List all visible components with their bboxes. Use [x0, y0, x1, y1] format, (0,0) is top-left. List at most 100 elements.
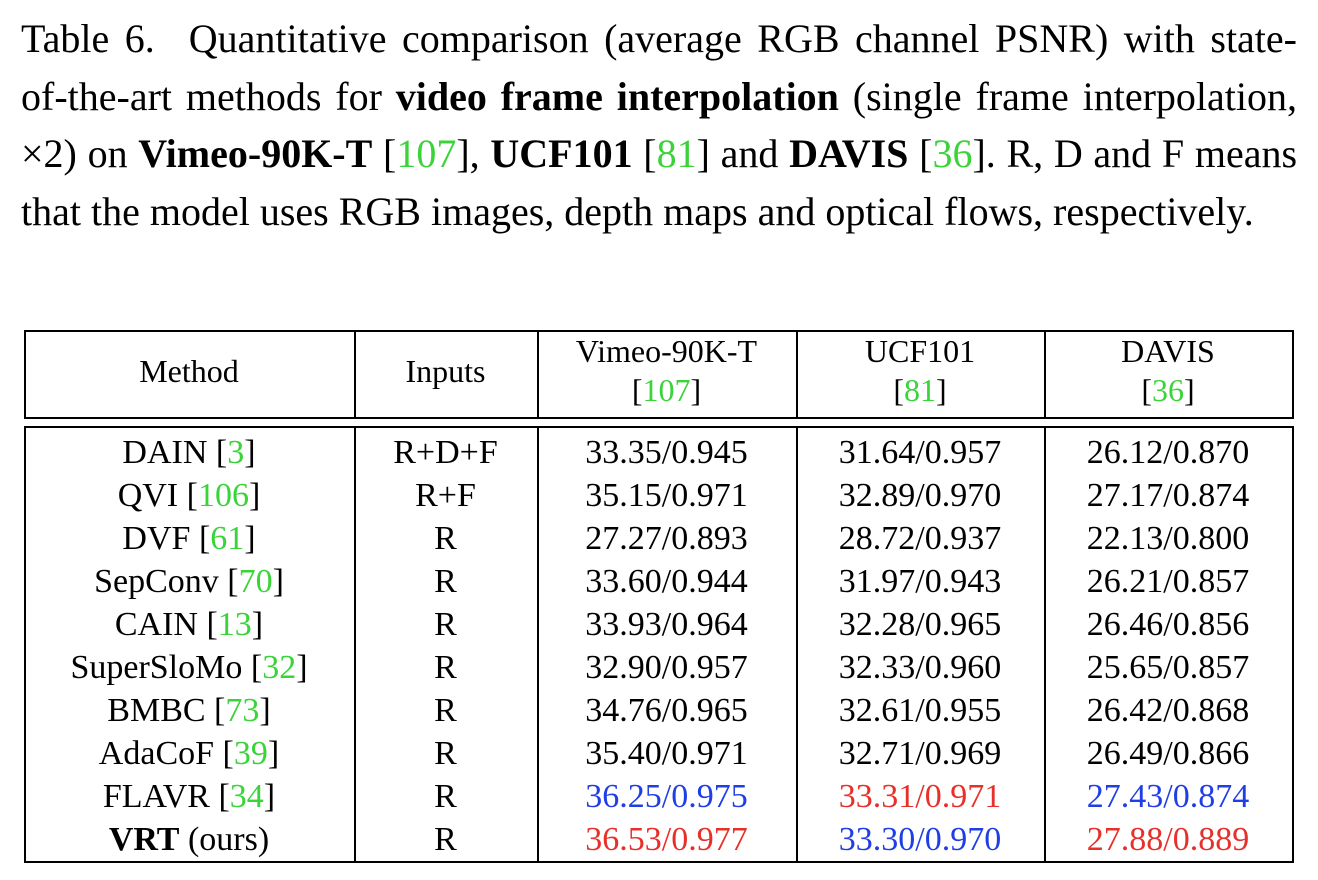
metric-value: 27.27/0.893	[585, 520, 748, 557]
table-cell-method: QVI [106]	[117, 477, 261, 514]
table-cell-method: FLAVR [34]	[102, 778, 276, 815]
metric-value: 27.43/0.874	[1086, 778, 1250, 815]
column-divider	[796, 426, 798, 863]
metric-value: 33.31/0.971	[838, 778, 1002, 815]
method-citation[interactable]: 61	[210, 520, 245, 557]
method-name: SuperSloMo	[70, 649, 243, 686]
header-dataset-ref: [36]	[1141, 372, 1195, 408]
header-citation[interactable]: 36	[1152, 372, 1184, 408]
method-citation[interactable]: 32	[262, 649, 297, 686]
results-table: Method Inputs Vimeo-90K-T [107] UCF101 […	[24, 330, 1294, 865]
table-cell-davis: 26.21/0.857	[1044, 560, 1292, 603]
method-citation[interactable]: 106	[197, 477, 249, 514]
method-citation[interactable]: 13	[217, 606, 252, 643]
metric-value: R	[434, 821, 457, 858]
metric-value: 33.60/0.944	[585, 563, 748, 600]
table-cell-ucf: 32.61/0.955	[796, 689, 1044, 732]
table-cell-inputs: R	[354, 732, 537, 775]
caption-bold-dataset: UCF101	[490, 131, 633, 176]
metric-value: R+F	[415, 477, 476, 514]
table-cell-method: SuperSloMo [32]	[70, 649, 308, 686]
table-cell-ucf: 32.28/0.965	[796, 603, 1044, 646]
caption-citation[interactable]: 107	[396, 131, 457, 176]
method-name: CAIN	[114, 606, 198, 643]
metric-value: 31.97/0.943	[838, 563, 1002, 600]
table-cell-ucf: 33.30/0.970	[796, 818, 1044, 861]
caption-citation[interactable]: 81	[656, 131, 697, 176]
header-dataset-vimeo: Vimeo-90K-T [107]	[537, 332, 796, 410]
table-caption: Table 6. Quantitative comparison (average…	[21, 10, 1297, 240]
header-inputs-label: Inputs	[405, 353, 486, 389]
caption-text: ],	[456, 131, 491, 176]
table-body-box	[24, 426, 1294, 863]
column-divider	[354, 330, 356, 419]
method-citation[interactable]: 3	[227, 434, 245, 471]
table-cell-inputs: R	[354, 775, 537, 818]
metric-value: 22.13/0.800	[1086, 520, 1250, 557]
metric-value: 32.90/0.957	[585, 649, 748, 686]
table-cell-inputs: R	[354, 818, 537, 861]
method-citation[interactable]: 34	[229, 778, 264, 815]
header-dataset-name: Vimeo-90K-T	[575, 333, 758, 369]
method-name: DVF	[122, 520, 191, 557]
metric-value: 33.30/0.970	[838, 821, 1002, 858]
method-name: VRT	[108, 821, 180, 858]
metric-value: R	[434, 606, 457, 643]
method-name: AdaCoF	[98, 735, 215, 772]
caption-text: [	[632, 131, 657, 176]
metric-value: R	[434, 520, 457, 557]
table-cell-davis: 22.13/0.800	[1044, 517, 1292, 560]
table-cell-vimeo: 33.35/0.945	[537, 431, 796, 474]
header-dataset-ref: [81]	[893, 372, 947, 408]
table-cell-davis: 26.42/0.868	[1044, 689, 1292, 732]
caption-citation[interactable]: 36	[932, 131, 973, 176]
table-cell-inputs: R	[354, 517, 537, 560]
metric-value: 32.33/0.960	[838, 649, 1002, 686]
method-citation[interactable]: 39	[233, 735, 268, 772]
metric-value: 35.40/0.971	[585, 735, 748, 772]
table-cell-inputs: R+F	[354, 474, 537, 517]
method-name: SepConv	[94, 563, 219, 600]
metric-value: 26.21/0.857	[1086, 563, 1250, 600]
metric-value: 32.61/0.955	[838, 692, 1002, 729]
table-cell-vimeo: 35.15/0.971	[537, 474, 796, 517]
table-cell-ucf: 31.64/0.957	[796, 431, 1044, 474]
table-cell-ucf: 32.71/0.969	[796, 732, 1044, 775]
table-cell-davis: 26.46/0.856	[1044, 603, 1292, 646]
table-cell-vimeo: 27.27/0.893	[537, 517, 796, 560]
method-name: FLAVR	[102, 778, 210, 815]
table-cell-ucf: 28.72/0.937	[796, 517, 1044, 560]
metric-value: 26.46/0.856	[1086, 606, 1250, 643]
caption-text: (single frame interpolation, ×2) on	[21, 73, 1297, 177]
metric-value: 36.25/0.975	[585, 778, 748, 815]
method-citation[interactable]: 70	[238, 563, 273, 600]
table-cell-inputs: R	[354, 646, 537, 689]
header-citation[interactable]: 81	[904, 372, 936, 408]
metric-value: 27.17/0.874	[1086, 477, 1250, 514]
header-method-label: Method	[139, 353, 239, 389]
table-cell-method: VRT (ours)	[24, 818, 354, 861]
header-method: Method	[24, 352, 354, 391]
header-dataset-ref: [107]	[631, 372, 702, 408]
method-name: BMBC	[107, 692, 206, 729]
table-cell-vimeo: 36.25/0.975	[537, 775, 796, 818]
caption-text: ]. R, D and F means that the model uses …	[21, 131, 1298, 234]
metric-value: R	[434, 778, 457, 815]
table-cell-method: CAIN [13]	[114, 606, 264, 643]
table-cell-vimeo: 35.40/0.971	[537, 732, 796, 775]
header-citation[interactable]: 107	[642, 372, 691, 408]
metric-value: R	[434, 563, 457, 600]
table-cell-ucf: 33.31/0.971	[796, 775, 1044, 818]
method-citation[interactable]: 73	[225, 692, 260, 729]
metric-value: 32.28/0.965	[838, 606, 1002, 643]
metric-value: 35.15/0.971	[585, 477, 748, 514]
metric-value: 26.12/0.870	[1086, 434, 1250, 471]
method-name: QVI	[117, 477, 179, 514]
metric-value: 26.49/0.866	[1086, 735, 1250, 772]
table-cell-davis: 27.17/0.874	[1044, 474, 1292, 517]
column-divider	[796, 330, 798, 419]
table-cell-inputs: R	[354, 603, 537, 646]
table-cell-method: BMBC [73]	[107, 692, 271, 729]
column-divider	[1044, 426, 1046, 863]
caption-bold-task: video frame interpolation	[395, 73, 839, 119]
